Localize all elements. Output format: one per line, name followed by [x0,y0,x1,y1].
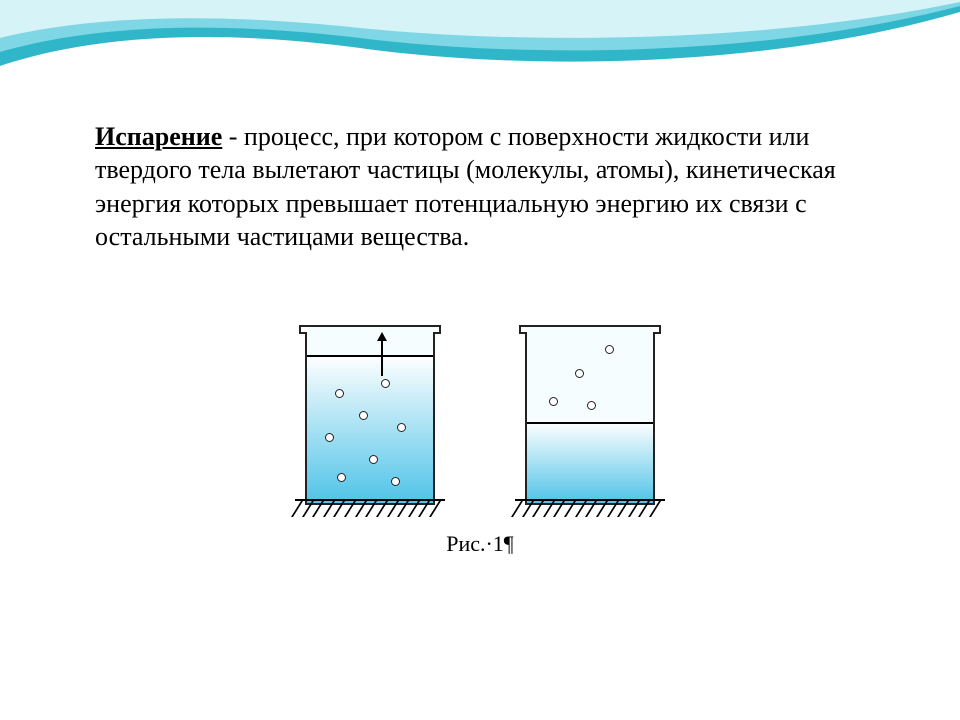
particle [575,369,584,378]
particle [381,379,390,388]
beaker-left-wrap [295,308,445,523]
liquid-surface [527,422,653,424]
beaker-right-wrap [515,308,665,523]
particle [325,433,334,442]
beaker-right [525,325,655,505]
hatch-line [344,501,356,517]
beaker-rim [299,325,307,334]
hatch-line [302,501,314,517]
beaker-rim [433,325,441,334]
diagram-area: Рис.·1¶ [0,308,960,557]
hatch-line [522,501,534,517]
escape-arrow [381,334,383,376]
hatch-line [312,501,324,517]
content-area: Испарение - процесс, при котором с повер… [0,0,960,253]
particle [337,473,346,482]
hatch-line [585,501,597,517]
particle [549,397,558,406]
hatch-line [376,501,388,517]
hatch-line [429,501,441,517]
hatch-line [333,501,345,517]
hatch-line [638,501,650,517]
ground-hatch [515,499,665,523]
hatch-line [532,501,544,517]
particle [605,345,614,354]
particle [397,423,406,432]
definition-paragraph: Испарение - процесс, при котором с повер… [95,120,900,253]
liquid-left [307,355,433,503]
hatch-line [418,501,430,517]
hatch-baseline [295,499,445,501]
particle [391,477,400,486]
particle [369,455,378,464]
liquid-right [527,422,653,503]
liquid-surface [307,355,433,357]
hatch-line [387,501,399,517]
hatch-line [649,501,661,517]
hatch-line [617,501,629,517]
definition-term: Испарение [95,122,222,151]
particle [587,401,596,410]
hatch-line [365,501,377,517]
beaker-left [305,325,435,505]
hatch-baseline [515,499,665,501]
hatch-line [553,501,565,517]
figure-caption: Рис.·1¶ [446,531,514,557]
particle [335,389,344,398]
hatch-line [291,501,303,517]
hatch-line [397,501,409,517]
ground-hatch [295,499,445,523]
beaker-rim [519,325,527,334]
hatch-line [596,501,608,517]
hatch-line [607,501,619,517]
definition-dash: - [222,122,244,151]
beaker-row [295,308,665,523]
hatch-line [511,501,523,517]
beaker-rim [653,325,661,334]
particle [359,411,368,420]
hatch-line [564,501,576,517]
